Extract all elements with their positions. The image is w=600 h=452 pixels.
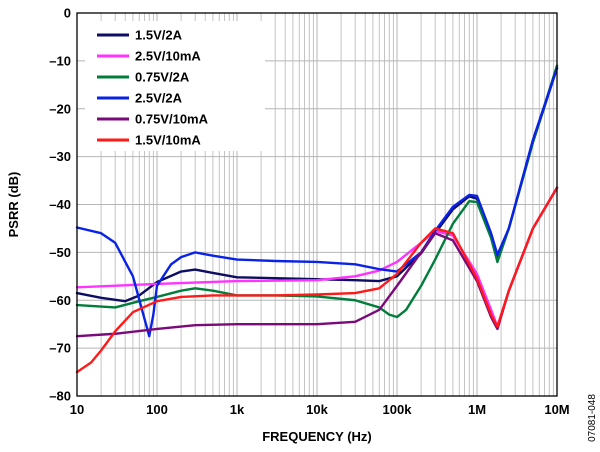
legend: 1.5V/2A 2.5V/10mA 0.75V/2A 2.5V/2A 0.75V/10m… [85,21,265,151]
x-tick-label: 100k [383,402,413,417]
legend-label: 0.75V/2A [135,70,190,85]
figure-id: 07081-048 [587,394,598,442]
tick-labels: 10 100 1k 10k 100k 1M 10M 0 –10 –20 –30 –40 –50 –60 –7… [49,6,569,418]
y-tick-label: –80 [49,389,71,404]
plot-frame [76,12,558,397]
series-layer [75,64,559,374]
y-tick-label: –10 [49,53,71,68]
series-line-2 [75,64,559,319]
legend-label: 1.5V/2A [135,28,183,43]
y-tick-label: –20 [49,101,71,116]
x-tick-label: 1M [468,402,486,417]
series-line-5 [75,186,559,374]
x-tick-label: 10k [306,402,328,417]
y-tick-label: 0 [64,6,71,21]
y-tick-label: –50 [49,245,71,260]
x-tick-label: 10M [544,402,569,417]
y-tick-label: –70 [49,341,71,356]
y-tick-label: –30 [49,149,71,164]
y-axis-label: PSRR (dB) [6,172,21,238]
series-line-3 [75,66,559,338]
legend-background [85,21,265,151]
x-tick-label: 1k [230,402,245,417]
x-axis-label: FREQUENCY (Hz) [262,429,372,444]
legend-label: 0.75V/10mA [135,112,209,127]
x-tick-label: 100 [146,402,168,417]
y-tick-label: –40 [49,197,71,212]
y-tick-label: –60 [49,293,71,308]
legend-label: 2.5V/2A [135,91,183,106]
legend-label: 1.5V/10mA [135,133,201,148]
x-tick-label: 10 [70,402,84,417]
legend-label: 2.5V/10mA [135,49,201,64]
